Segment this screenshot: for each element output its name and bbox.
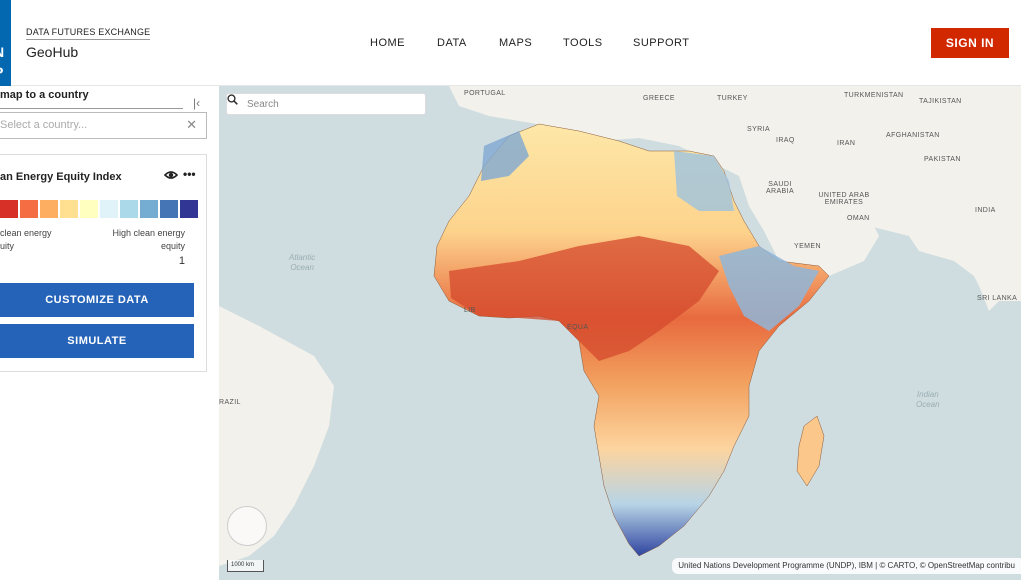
nav-maps[interactable]: MAPS bbox=[499, 37, 533, 49]
collapse-left-icon[interactable]: |‹ bbox=[193, 96, 201, 110]
legend-swatch bbox=[160, 200, 178, 218]
country-label: IRAN bbox=[837, 140, 856, 147]
country-label: PORTUGAL bbox=[464, 90, 506, 97]
legend-swatches bbox=[0, 200, 200, 218]
land-madagascar bbox=[796, 415, 825, 487]
map-canvas[interactable]: Search PORTUGAL GREECE TURKEY TURKMENIST… bbox=[219, 86, 1021, 580]
country-label: RAZIL bbox=[219, 399, 241, 406]
legend-swatch bbox=[120, 200, 138, 218]
country-label: TURKEY bbox=[717, 95, 748, 102]
ocean-label-line: Ocean bbox=[916, 400, 940, 409]
search-placeholder: Search bbox=[247, 99, 279, 110]
undp-logo[interactable]: N P bbox=[0, 0, 11, 86]
logo-letter: N bbox=[0, 44, 4, 60]
country-label: EQUA bbox=[567, 324, 589, 331]
country-label: SRI LANKA bbox=[977, 295, 1018, 302]
land-eurasia bbox=[449, 86, 1021, 301]
country-label: OMAN bbox=[847, 215, 870, 222]
legend-high-label: High clean energy equity bbox=[112, 227, 185, 253]
legend-low-line: uity bbox=[0, 241, 15, 251]
legend-high-line: equity bbox=[160, 241, 185, 251]
legend-swatch bbox=[20, 200, 38, 218]
more-horizontal-icon[interactable]: ••• bbox=[183, 167, 196, 181]
country-label: SYRIA bbox=[747, 126, 771, 133]
legend-swatch bbox=[100, 200, 118, 218]
legend-swatch bbox=[140, 200, 158, 218]
legend-max-value: 1 bbox=[178, 255, 185, 267]
country-label: IRAQ bbox=[776, 137, 795, 144]
land-india bbox=[939, 201, 1021, 311]
country-label: TAJIKISTAN bbox=[919, 98, 962, 105]
legend-low-label: clean energy uity bbox=[0, 227, 52, 253]
eye-icon[interactable] bbox=[164, 170, 178, 180]
layer-card: an Energy Equity Index ••• clean energy … bbox=[0, 154, 207, 372]
ocean-label-line: Indian bbox=[916, 390, 939, 399]
country-select[interactable]: Select a country... ✕ bbox=[0, 112, 207, 139]
ocean-label-line: Atlantic bbox=[289, 253, 316, 262]
country-label: UNITED ARAB EMIRATES bbox=[818, 192, 870, 206]
nav-support[interactable]: SUPPORT bbox=[633, 37, 690, 49]
simulate-button[interactable]: SIMULATE bbox=[0, 324, 194, 358]
ocean-label-line: Ocean bbox=[290, 263, 314, 272]
country-label: TURKMENISTAN bbox=[844, 92, 904, 99]
sign-in-button[interactable]: SIGN IN bbox=[931, 28, 1009, 58]
nav-tools[interactable]: TOOLS bbox=[563, 37, 603, 49]
search-icon bbox=[227, 94, 238, 105]
ocean-label: Atlantic Ocean bbox=[289, 253, 315, 273]
legend-swatch bbox=[0, 200, 18, 218]
country-label: SAUDI ARABIA bbox=[765, 181, 795, 195]
brand-subtitle[interactable]: DATA FUTURES EXCHANGE bbox=[26, 27, 151, 40]
legend-low-line: clean energy bbox=[0, 228, 52, 238]
scale-bar: 1000 km bbox=[227, 560, 264, 572]
map-base bbox=[219, 86, 1021, 566]
divider bbox=[0, 108, 183, 109]
legend-swatch bbox=[180, 200, 198, 218]
legend-high-line: High clean energy bbox=[112, 228, 185, 238]
layer-title: an Energy Equity Index bbox=[0, 171, 122, 183]
brand-title[interactable]: GeoHub bbox=[26, 44, 79, 60]
legend-swatch bbox=[60, 200, 78, 218]
country-label: PAKISTAN bbox=[924, 156, 961, 163]
logo-letter: P bbox=[0, 64, 3, 80]
land-south-america bbox=[219, 306, 334, 566]
compass-control[interactable] bbox=[227, 506, 267, 546]
map-attribution[interactable]: United Nations Development Programme (UN… bbox=[672, 558, 1021, 574]
horn-region bbox=[719, 246, 819, 331]
close-icon[interactable]: ✕ bbox=[186, 117, 197, 132]
top-header: N P DATA FUTURES EXCHANGE GeoHub HOME DA… bbox=[0, 0, 1021, 86]
sahel-band bbox=[449, 236, 719, 361]
north-west-region bbox=[481, 131, 529, 181]
nav-data[interactable]: DATA bbox=[437, 37, 467, 49]
country-label: GREECE bbox=[643, 95, 675, 102]
country-label: AFGHANISTAN bbox=[886, 132, 940, 139]
legend-swatch bbox=[80, 200, 98, 218]
land-arabia bbox=[739, 176, 879, 281]
country-label: YEMEN bbox=[794, 243, 821, 250]
zoom-to-country-label: map to a country bbox=[0, 89, 89, 101]
nav-home[interactable]: HOME bbox=[370, 37, 405, 49]
country-label: LIB bbox=[464, 307, 476, 314]
map-search-input[interactable]: Search bbox=[226, 93, 426, 115]
sidebar: map to a country |‹ Select a country... … bbox=[0, 86, 219, 580]
north-east-region bbox=[674, 151, 734, 211]
ocean-label: Indian Ocean bbox=[916, 390, 940, 410]
legend-swatch bbox=[40, 200, 58, 218]
country-select-placeholder: Select a country... bbox=[0, 119, 88, 131]
customize-data-button[interactable]: CUSTOMIZE DATA bbox=[0, 283, 194, 317]
country-label: INDIA bbox=[975, 207, 996, 214]
